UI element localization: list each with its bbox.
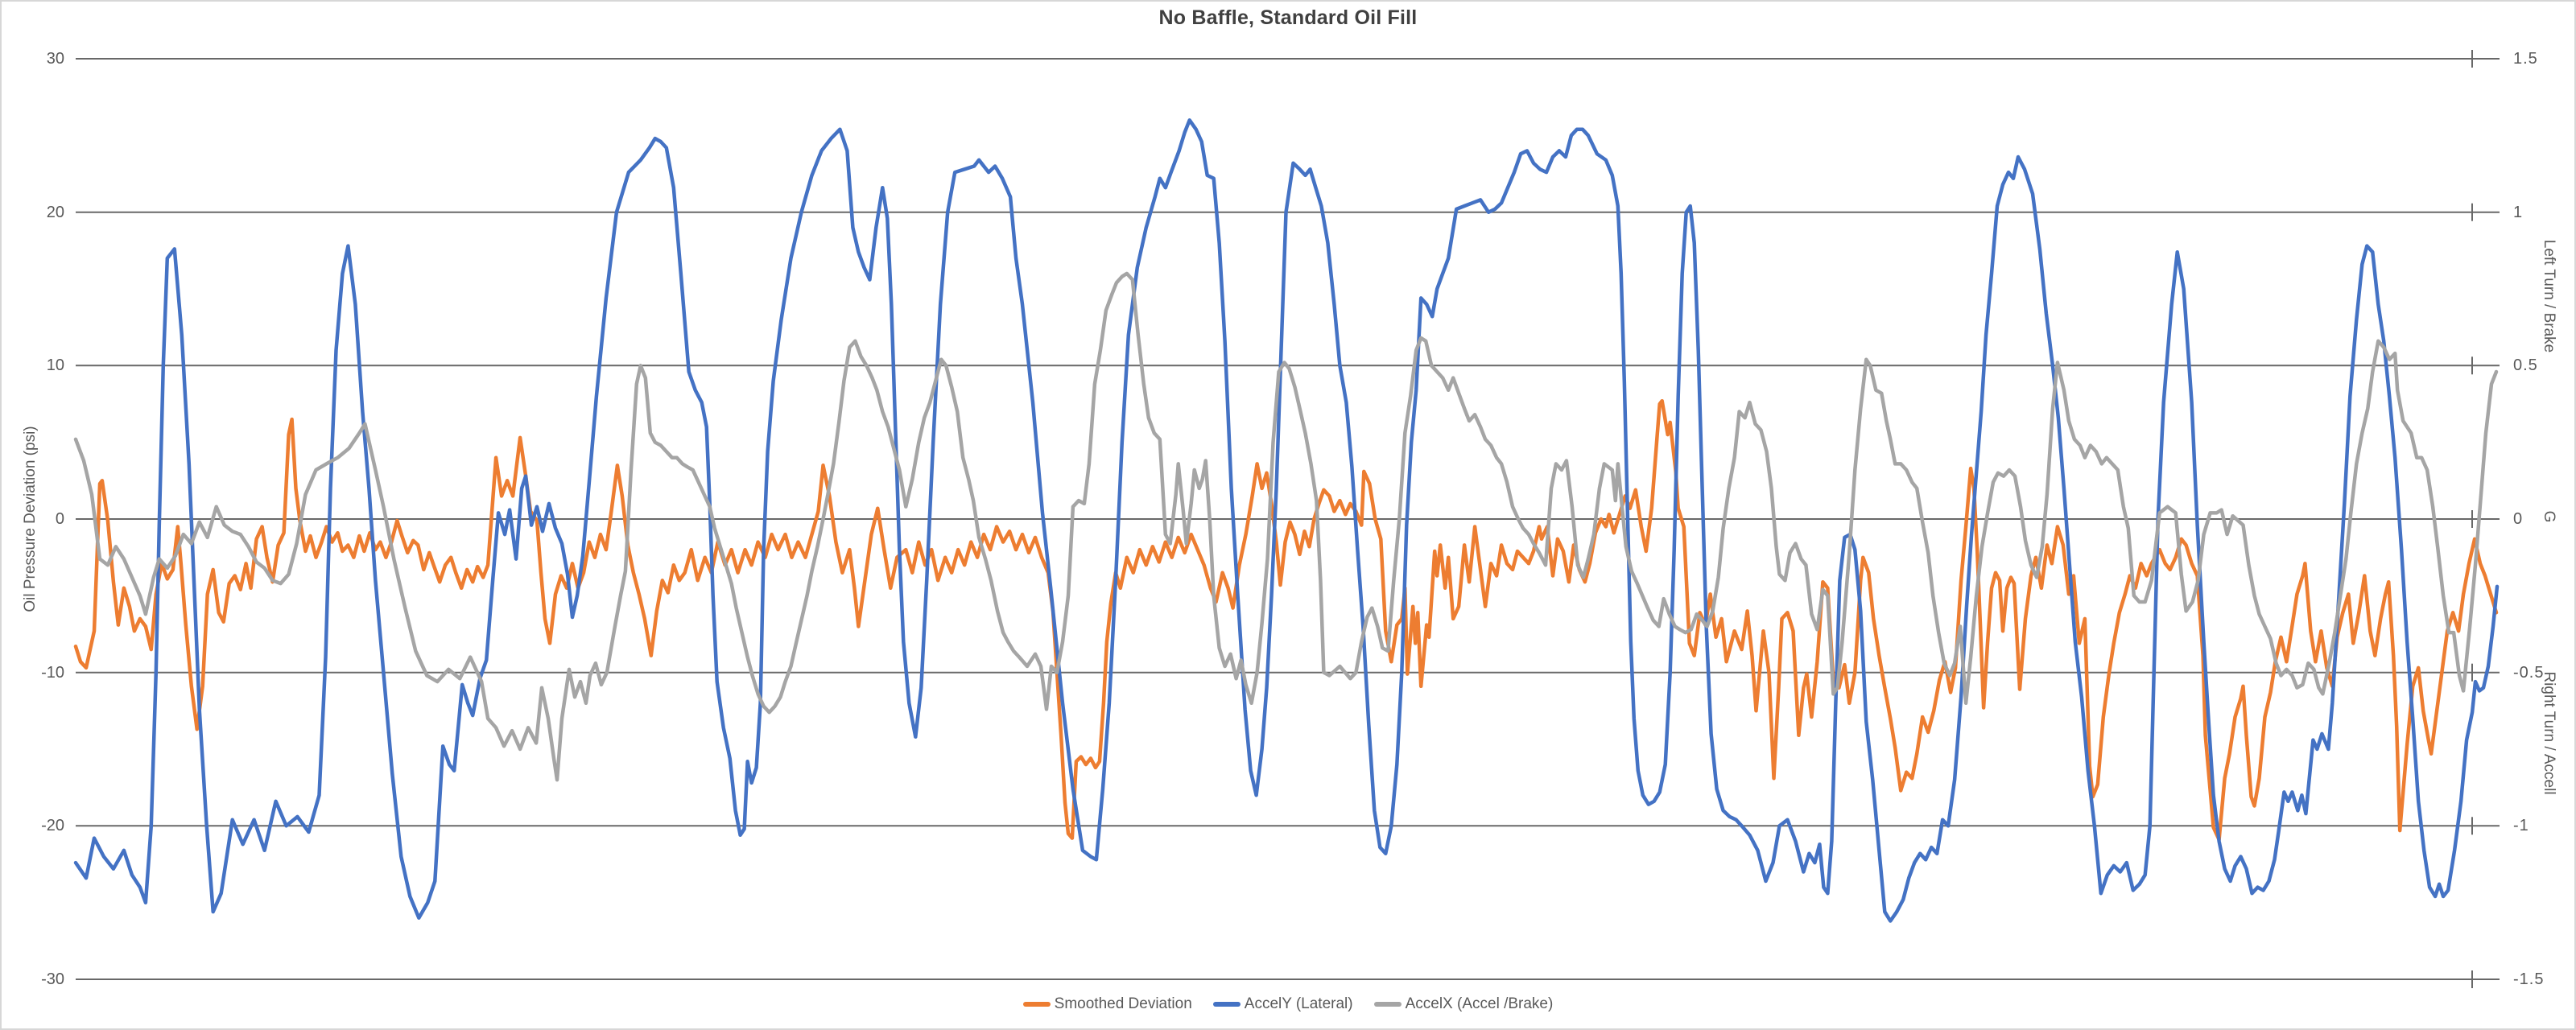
right-axis-tick-label: -1 <box>2513 817 2529 835</box>
series-accelx-accel-brake- <box>73 271 2499 782</box>
left-axis-tick-label: -20 <box>41 817 64 835</box>
legend-label: AccelY (Lateral) <box>1244 995 1353 1012</box>
left-axis-tick-label: 0 <box>55 510 64 528</box>
left-axis-tick-label: 10 <box>46 356 64 375</box>
right-axis-tick-label: 0 <box>2513 510 2524 528</box>
left-axis-title: Oil Pressure Deviation (psi) <box>22 426 39 612</box>
left-axis-tick-label: 20 <box>46 203 64 221</box>
left-axis-tick-label: 30 <box>46 50 64 68</box>
right-axis-tick-label: 1.5 <box>2513 50 2538 68</box>
series-smoothed-deviation <box>73 398 2499 842</box>
legend-item: AccelY (Lateral) <box>1212 995 1353 1013</box>
right-axis-title-middle: G <box>2541 510 2557 523</box>
right-axis-tick-label: 0.5 <box>2513 356 2538 375</box>
legend-marker <box>1022 1002 1051 1007</box>
right-axis-tick-label: 1 <box>2513 203 2524 221</box>
legend-label: Smoothed Deviation <box>1054 995 1192 1012</box>
chart-title: No Baffle, Standard Oil Fill <box>1158 6 1418 29</box>
legend-item: AccelX (Accel /Brake) <box>1373 995 1554 1013</box>
series-accely-lateral- <box>73 118 2500 923</box>
right-axis-tick-label: -1.5 <box>2513 970 2545 988</box>
legend-label: AccelX (Accel /Brake) <box>1405 995 1554 1012</box>
left-axis-tick-label: -30 <box>41 970 64 988</box>
legend-item: Smoothed Deviation <box>1022 995 1192 1013</box>
legend: Smoothed Deviation AccelY (Lateral) AccelX… <box>2 990 2574 1019</box>
right-axis-title-bottom: Right Turn / Accell <box>2541 671 2557 795</box>
legend-marker <box>1212 1002 1241 1007</box>
right-axis-tick-label: -0.5 <box>2513 663 2545 682</box>
left-axis-tick-label: -10 <box>41 663 64 682</box>
right-axis-title-top: Left Turn / Brake <box>2541 239 2557 353</box>
legend-marker <box>1373 1002 1402 1007</box>
